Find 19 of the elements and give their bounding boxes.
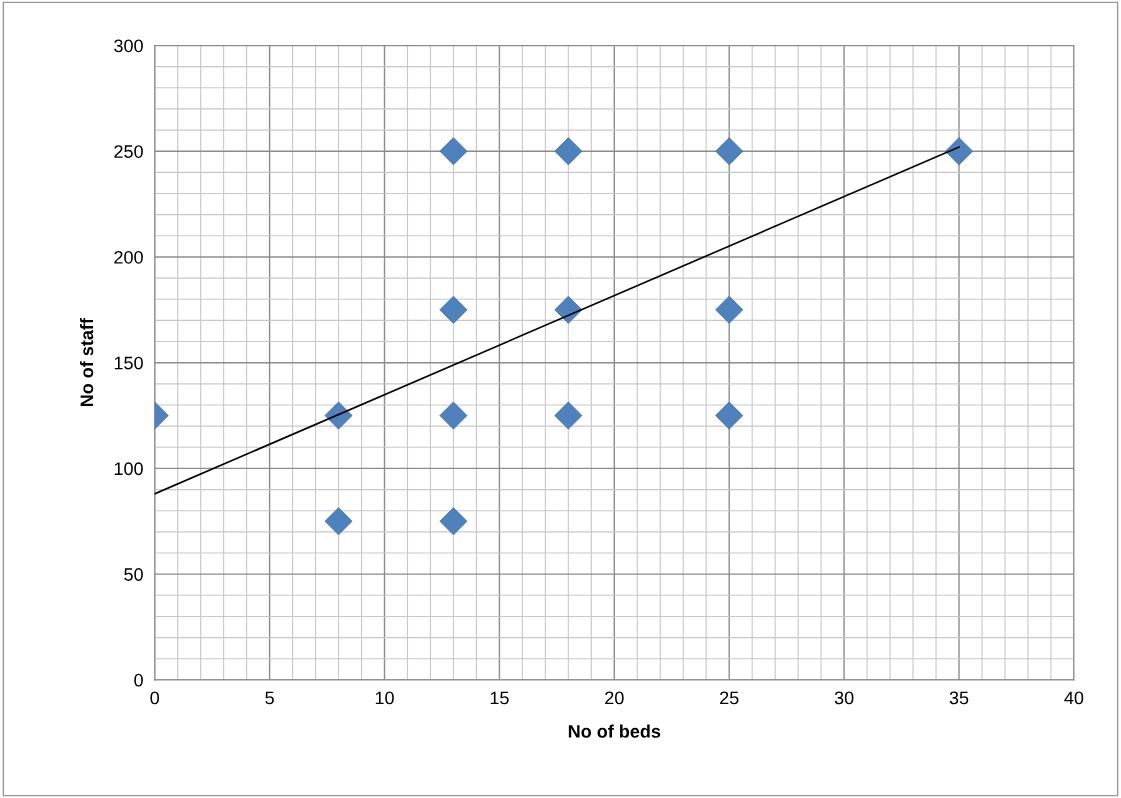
- x-tick-label: 35: [949, 691, 969, 705]
- x-tick-label: 0: [150, 691, 160, 705]
- x-tick-label: 20: [605, 691, 624, 705]
- x-tick-label: 25: [720, 691, 739, 705]
- x-tick-label: 40: [1064, 691, 1084, 705]
- x-tick-label: 15: [490, 691, 509, 705]
- y-tick-label: 150: [114, 356, 143, 370]
- y-tick-label: 300: [114, 39, 143, 53]
- x-tick-label: 30: [834, 691, 854, 705]
- y-axis-title: No of staff: [79, 318, 94, 407]
- y-tick-label: 50: [124, 568, 143, 581]
- y-tick-label: 100: [114, 462, 143, 476]
- y-tick-label: 0: [134, 673, 143, 687]
- x-axis-title: No of beds: [568, 724, 661, 738]
- y-tick-label: 200: [114, 250, 143, 264]
- y-tick-label: 250: [114, 145, 143, 158]
- point: [554, 137, 583, 166]
- x-tick-label: 5: [265, 691, 274, 705]
- x-tick-label: 10: [375, 691, 394, 705]
